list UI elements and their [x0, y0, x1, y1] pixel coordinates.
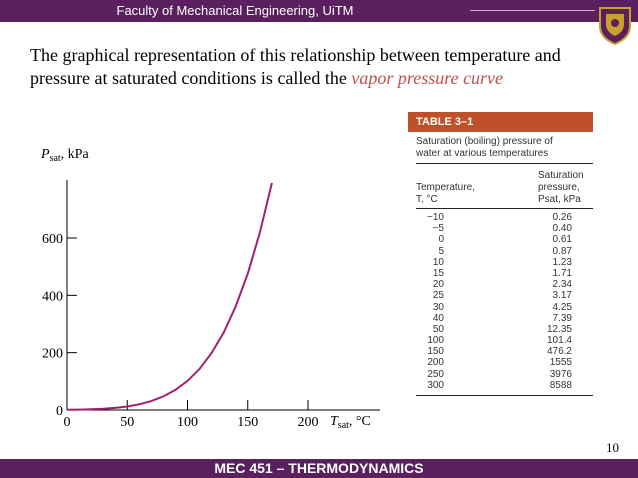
temperature-cell: 300 — [427, 379, 444, 391]
footer-bar: MEC 451 – THERMODYNAMICS — [0, 459, 638, 478]
table-rule-bottom — [416, 395, 593, 396]
temperature-cell: 20 — [432, 279, 444, 291]
x-axis-label: Tsat, °C — [330, 414, 371, 431]
temperature-cell: 50 — [432, 323, 444, 335]
svg-text:Psat, kPa: Psat, kPa — [40, 147, 89, 164]
y-tick-label: 600 — [42, 232, 63, 247]
x-tick-label: 100 — [177, 415, 198, 430]
pressure-cell: 101.4 — [546, 335, 572, 347]
pressure-header-line2: pressure, — [538, 182, 580, 193]
course-title: MEC 451 – THERMODYNAMICS — [214, 460, 424, 476]
temperature-cell: 100 — [427, 335, 444, 347]
pressure-cell: 0.87 — [552, 245, 572, 257]
temperature-header-line2: T, °C — [416, 194, 438, 205]
table-row: 20 2.34 — [408, 279, 593, 290]
intro-paragraph: The graphical representation of this rel… — [30, 44, 610, 90]
table-caption-line1: Saturation (boiling) pressure of — [416, 136, 553, 147]
temperature-cell: 30 — [432, 301, 444, 313]
table-row: 5 0.87 — [408, 246, 593, 257]
pressure-cell: 3.17 — [552, 290, 572, 302]
pressure-cell: 1.71 — [552, 267, 572, 279]
x-axis-label-main: T — [330, 414, 339, 429]
temperature-cell: 5 — [438, 245, 444, 257]
table-body: −10 0.26 −5 0.40 0 0.61 5 0.87 10 1.23 15 1.71 20 2.3… — [408, 209, 593, 391]
temperature-cell: 0 — [438, 234, 444, 246]
temperature-cell: 200 — [427, 357, 444, 369]
pressure-cell: 2.34 — [552, 279, 572, 291]
table-row: −5 0.40 — [408, 223, 593, 234]
y-axis-label-unit: , kPa — [61, 147, 90, 162]
pressure-cell: 1555 — [549, 357, 572, 369]
pressure-cell: 8588 — [549, 379, 572, 391]
x-axis-label-sub: sat — [338, 420, 349, 431]
x-axis-label-unit: , °C — [349, 414, 371, 429]
table-row: 150 476.2 — [408, 346, 593, 357]
pressure-cell: 0.40 — [552, 223, 572, 235]
svg-text:Tsat, °C: Tsat, °C — [330, 414, 371, 431]
pressure-cell: 12.35 — [546, 323, 572, 335]
x-tick-label: 50 — [120, 415, 134, 430]
table-row: 15 1.71 — [408, 268, 593, 279]
table-rule-mid — [416, 208, 593, 209]
y-tick-label: 400 — [42, 289, 63, 304]
y-axis-label-sub: sat — [50, 153, 61, 164]
table-row: 40 7.39 — [408, 313, 593, 324]
table-caption: Saturation (boiling) pressure of water a… — [408, 132, 593, 163]
table-row: 30 4.25 — [408, 302, 593, 313]
pressure-cell: 4.25 — [552, 301, 572, 313]
table-title: TABLE 3–1 — [408, 112, 593, 132]
pressure-cell: 3976 — [549, 368, 572, 380]
header-bar: Faculty of Mechanical Engineering, UiTM — [0, 0, 638, 22]
vapor-pressure-curve — [66, 182, 273, 411]
pressure-header-line3: Psat, kPa — [538, 194, 581, 205]
temperature-cell: 15 — [432, 267, 444, 279]
table-row: 300 8588 — [408, 380, 593, 391]
table-row: −10 0.26 — [408, 212, 593, 223]
x-tick-label: 0 — [64, 415, 71, 430]
institution-name: Faculty of Mechanical Engineering, UiTM — [116, 3, 354, 18]
table-column-headers: Temperature, T, °C Saturation pressure, … — [408, 164, 593, 208]
table-caption-line2: water at various temperatures — [416, 148, 549, 159]
temperature-column-header: Temperature, T, °C — [416, 182, 475, 206]
temperature-cell: 40 — [432, 312, 444, 324]
table-rule-top — [416, 163, 593, 164]
y-axis-label: Psat, kPa — [40, 147, 89, 164]
y-axis-label-main: P — [40, 147, 50, 162]
table-row: 25 3.17 — [408, 290, 593, 301]
table-row: 10 1.23 — [408, 257, 593, 268]
pressure-cell: 1.23 — [552, 256, 572, 268]
intro-emphasis: vapor pressure curve — [351, 68, 504, 88]
table-row: 0 0.61 — [408, 234, 593, 245]
saturation-table: TABLE 3–1 Saturation (boiling) pressure … — [408, 112, 593, 396]
pressure-cell: 7.39 — [552, 312, 572, 324]
pressure-column-header: Saturation pressure, Psat, kPa — [538, 170, 584, 206]
pressure-cell: 0.26 — [552, 212, 572, 223]
temperature-cell: 10 — [432, 256, 444, 268]
pressure-cell: 0.61 — [552, 234, 572, 246]
y-tick-label: 0 — [56, 404, 63, 419]
university-logo — [599, 7, 631, 46]
pressure-cell: 476.2 — [546, 346, 572, 358]
temperature-header-line1: Temperature, — [416, 182, 475, 193]
temperature-cell: 250 — [427, 368, 444, 380]
table-row: 50 12.35 — [408, 324, 593, 335]
temperature-cell: 150 — [427, 346, 444, 358]
pressure-header-line1: Saturation — [538, 170, 584, 181]
y-tick-label: 200 — [42, 347, 63, 362]
intro-text: The graphical representation of this rel… — [30, 45, 561, 88]
temperature-cell: 25 — [432, 290, 444, 302]
temperature-cell: −5 — [432, 223, 444, 235]
table-row: 200 1555 — [408, 357, 593, 368]
temperature-cell: −10 — [427, 212, 444, 223]
x-tick-label: 150 — [237, 415, 258, 430]
page-number: 10 — [606, 440, 619, 455]
table-row: 250 3976 — [408, 369, 593, 380]
header-rule — [470, 10, 595, 11]
table-row: 100 101.4 — [408, 335, 593, 346]
x-tick-label: 200 — [298, 415, 319, 430]
